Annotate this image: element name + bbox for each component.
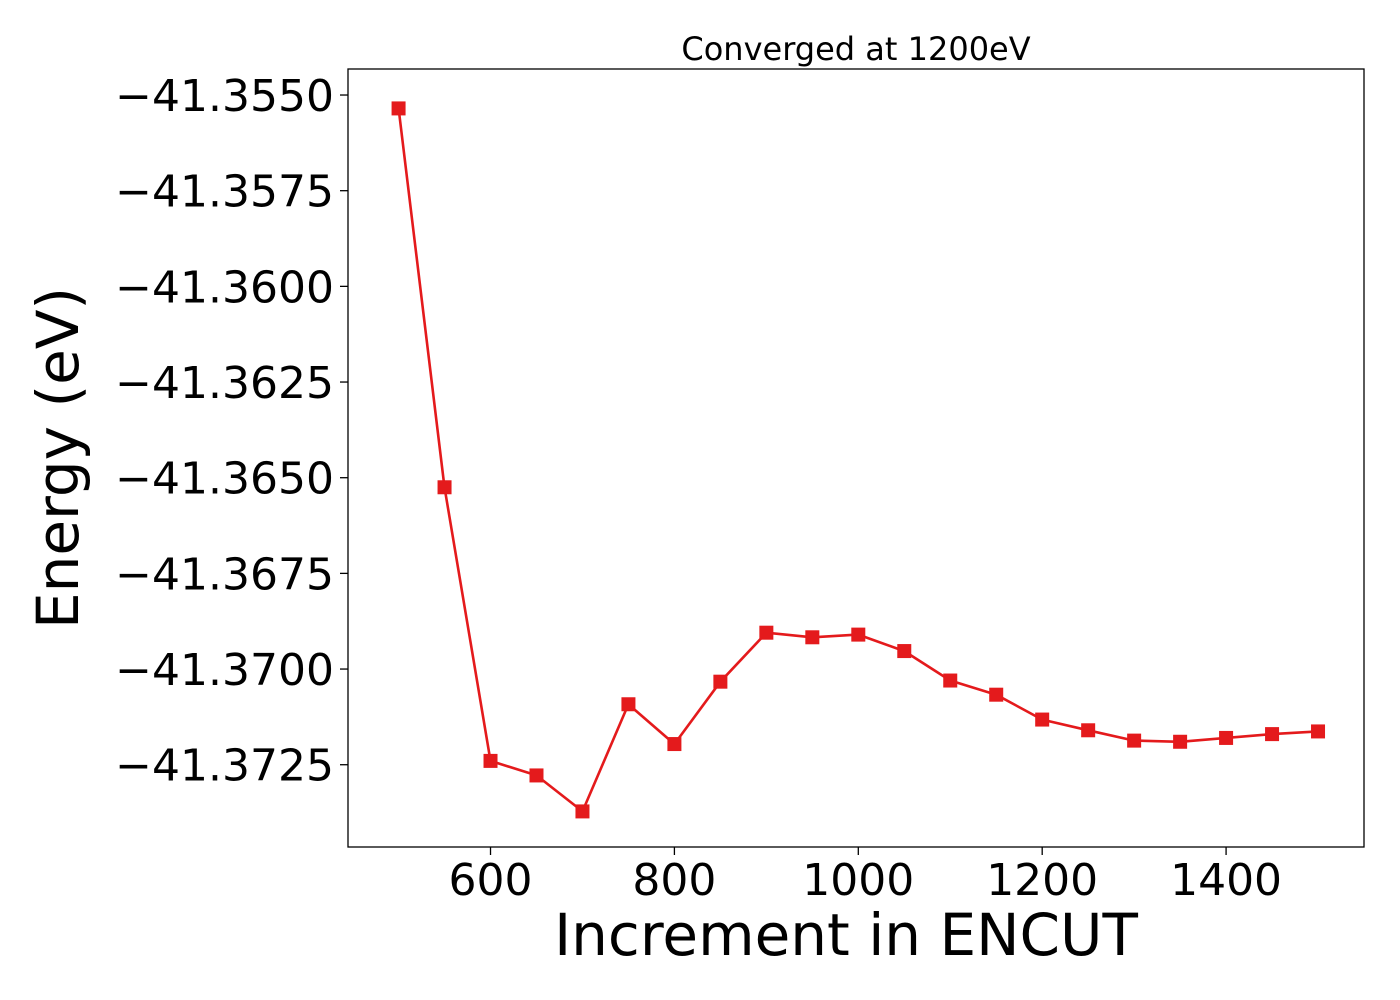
x-tick-label: 800 <box>632 855 716 906</box>
y-tick-label: −41.3625 <box>115 358 334 409</box>
data-point <box>1311 724 1326 739</box>
x-axis: 600 800 1000 1200 1400 <box>449 847 1282 906</box>
data-point <box>805 630 820 645</box>
data-point <box>391 101 406 116</box>
data-point <box>1081 723 1096 738</box>
data-point <box>437 480 452 495</box>
data-point <box>759 625 774 640</box>
y-axis: −41.3550 −41.3575 −41.3600 −41.3625 −41.3650… <box>115 71 348 792</box>
x-tick-label: 1400 <box>1170 855 1282 906</box>
data-point <box>529 768 544 783</box>
chart-title: Converged at 1200eV <box>681 30 1030 68</box>
data-point <box>1173 734 1188 749</box>
y-tick-label: −41.3650 <box>115 454 334 505</box>
plot-frame <box>347 68 1365 848</box>
data-point <box>575 804 590 819</box>
x-axis-title: Increment in ENCUT <box>554 901 1138 969</box>
data-point <box>943 673 958 688</box>
data-point <box>1265 727 1280 742</box>
x-tick-label: 600 <box>449 855 533 906</box>
data-point <box>851 627 866 642</box>
y-tick-label: −41.3600 <box>115 262 334 313</box>
x-tick-label: 1000 <box>802 855 914 906</box>
data-point <box>621 697 636 712</box>
data-point <box>1219 730 1234 745</box>
data-point <box>989 687 1004 702</box>
data-point <box>897 644 912 659</box>
y-tick-label: −41.3575 <box>115 167 334 218</box>
y-tick-label: −41.3675 <box>115 549 334 600</box>
y-tick-label: −41.3725 <box>115 741 334 792</box>
x-tick-label: 1200 <box>986 855 1098 906</box>
y-tick-label: −41.3550 <box>115 71 334 122</box>
data-point <box>1127 733 1142 748</box>
data-point <box>1035 712 1050 727</box>
data-point <box>713 674 728 689</box>
y-tick-label: −41.3700 <box>115 645 334 696</box>
data-point <box>667 737 682 752</box>
series-layer <box>391 101 1326 819</box>
data-point <box>483 753 498 768</box>
y-axis-title: Energy (eV) <box>24 287 92 629</box>
